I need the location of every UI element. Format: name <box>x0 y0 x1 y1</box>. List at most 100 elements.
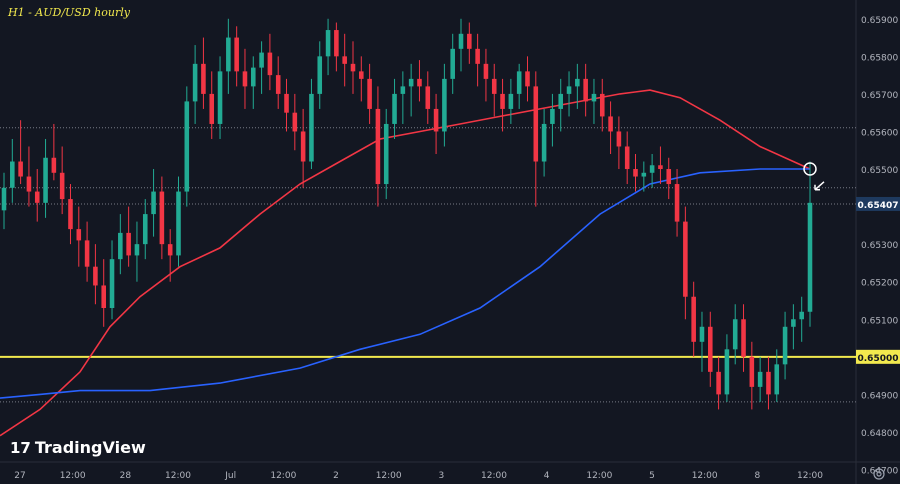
tradingview-logo-icon: 𝟭𝟳 <box>10 438 31 457</box>
candle-body <box>442 78 447 132</box>
candle-body <box>408 78 414 87</box>
y-tick-label: 0.65100 <box>861 316 898 326</box>
candle-body <box>59 172 65 200</box>
candle-body <box>234 37 239 72</box>
blue-moving-average-line <box>0 168 810 399</box>
x-tick-label: 27 <box>14 471 25 481</box>
price-arrow-icon <box>814 181 825 191</box>
x-tick-label: 12:00 <box>376 471 402 481</box>
candle-body <box>242 71 248 87</box>
candle-body <box>375 108 381 185</box>
candle-body <box>774 364 780 395</box>
x-tick-label: 4 <box>544 471 550 481</box>
candle-body <box>217 71 223 124</box>
red-moving-average-line <box>0 89 811 437</box>
candle-body <box>26 176 32 192</box>
candle-body <box>791 319 796 327</box>
candle-body <box>566 86 572 94</box>
candle-body <box>708 326 713 372</box>
candle-body <box>757 371 763 387</box>
candle-body <box>467 33 472 49</box>
x-tick-label: 5 <box>649 471 655 481</box>
candle-body <box>383 123 389 185</box>
candle-body <box>616 131 622 147</box>
x-tick-label: 28 <box>120 471 132 481</box>
candle-body <box>134 244 140 256</box>
settings-gear-icon[interactable] <box>872 467 886 481</box>
y-tick-label: 0.65800 <box>861 53 898 63</box>
x-tick-label: 12:00 <box>481 471 507 481</box>
candle-body <box>766 371 771 395</box>
x-tick-label: 8 <box>754 471 760 481</box>
candle-body <box>799 311 804 320</box>
candle-body <box>250 67 256 87</box>
y-tick-label: 0.65900 <box>861 16 898 26</box>
candle-body <box>425 86 431 109</box>
x-tick-label: Jul <box>224 471 236 481</box>
candle-body <box>583 78 588 102</box>
candle-body <box>724 349 730 395</box>
candle-body <box>192 63 198 102</box>
candle-body <box>525 71 530 87</box>
candle-body <box>275 75 281 94</box>
candle-body <box>649 165 655 173</box>
candle-body <box>782 326 788 365</box>
candle-body <box>93 266 98 286</box>
candle-body <box>284 93 289 113</box>
candle-body <box>10 161 15 188</box>
support-price-tag-label: 0.65000 <box>858 354 899 364</box>
candle-body <box>417 78 422 87</box>
y-tick-label: 0.65200 <box>861 279 898 289</box>
candle-body <box>18 161 23 177</box>
candle-body <box>359 71 364 79</box>
candle-body <box>433 108 439 132</box>
tradingview-logo-text: TradingView <box>34 438 146 457</box>
chart-title: H1 - AUD/USD hourly <box>8 6 130 19</box>
candle-body <box>367 78 372 109</box>
candle-body <box>450 48 455 79</box>
candle-body <box>300 131 306 162</box>
y-tick-label: 0.65700 <box>861 91 898 101</box>
candle-body <box>491 78 497 94</box>
candle-body <box>575 78 580 87</box>
candle-body <box>109 259 115 308</box>
candle-body <box>43 157 48 203</box>
candle-body <box>159 191 165 245</box>
candle-body <box>633 169 638 177</box>
candle-body <box>68 199 73 230</box>
candle-body <box>550 108 555 124</box>
y-tick-label: 0.65300 <box>861 241 898 251</box>
candle-body <box>658 165 663 170</box>
x-tick-label: 12:00 <box>586 471 612 481</box>
candle-body <box>101 285 106 308</box>
candle-body <box>201 63 206 94</box>
x-tick-label: 3 <box>438 471 444 481</box>
candle-body <box>541 123 547 162</box>
candle-body <box>142 214 148 245</box>
crossover-circle-marker <box>803 162 817 176</box>
candle-body <box>226 37 231 72</box>
candle-body <box>209 93 215 124</box>
candle-body <box>558 93 564 109</box>
y-tick-label: 0.65500 <box>861 166 898 176</box>
candle-body <box>641 172 647 177</box>
candle-body <box>167 244 173 256</box>
candle-body <box>76 229 82 241</box>
candle-body <box>259 52 264 68</box>
candle-body <box>741 319 746 357</box>
x-tick-label: 12:00 <box>165 471 191 481</box>
candle-body <box>317 56 323 94</box>
tradingview-logo: 𝟭𝟳 TradingView <box>10 438 146 457</box>
candle-body <box>400 86 406 94</box>
candle-body <box>732 319 738 350</box>
candle-body <box>392 93 397 124</box>
candle-body <box>309 93 314 162</box>
y-tick-label: 0.64800 <box>861 429 898 439</box>
x-tick-label: 12:00 <box>60 471 86 481</box>
y-tick-label: 0.64900 <box>861 391 898 401</box>
candle-body <box>176 191 181 256</box>
candle-body <box>267 52 273 76</box>
candle-body <box>599 93 605 117</box>
